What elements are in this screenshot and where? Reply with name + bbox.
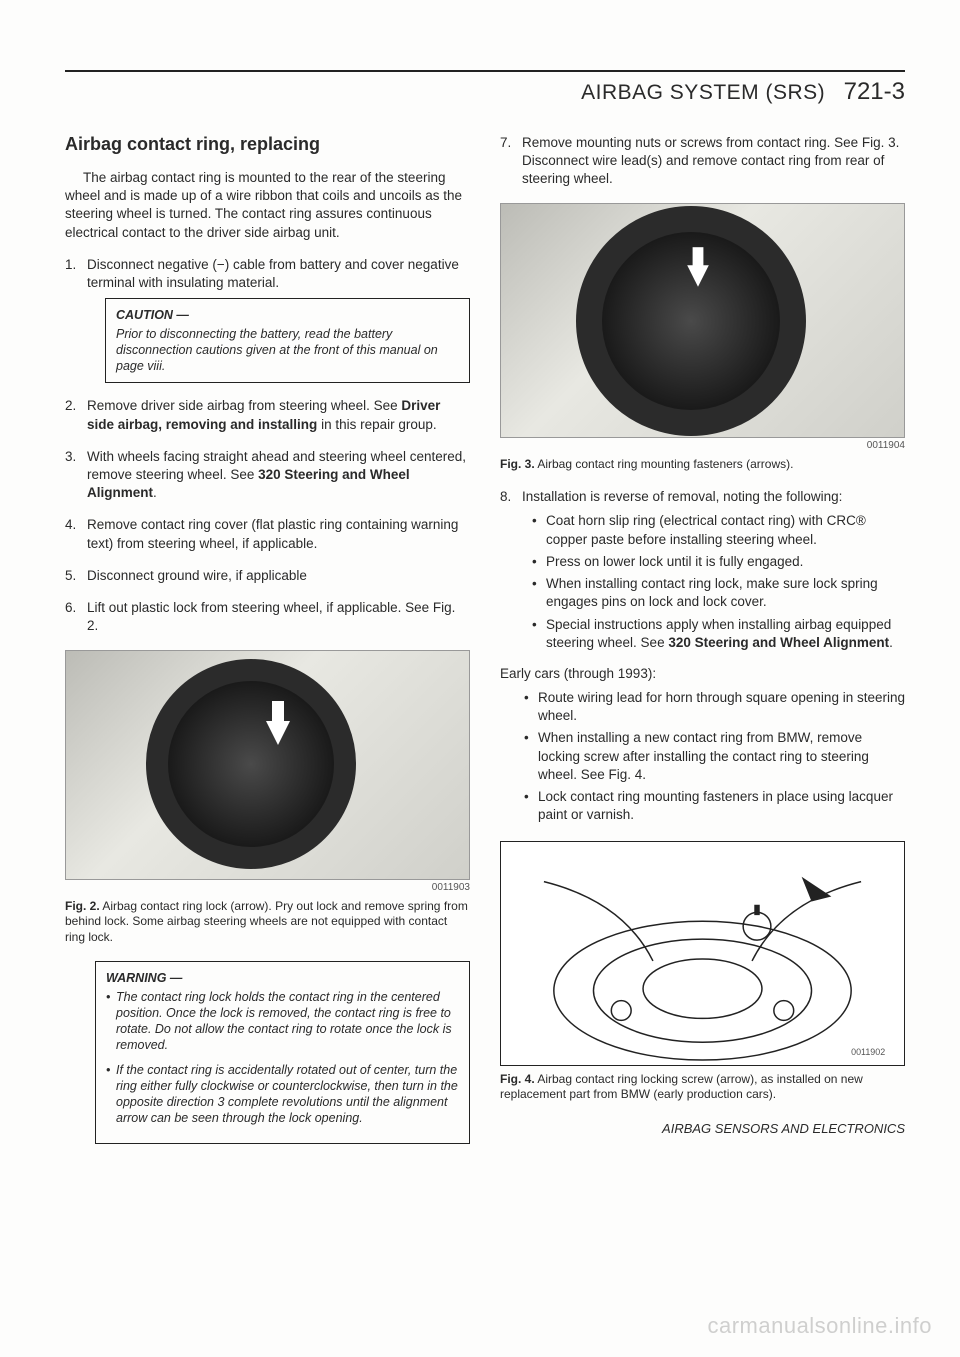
right-column: Remove mounting nuts or screws from cont… [500, 134, 905, 1158]
step-1-text: Disconnect negative (−) cable from batte… [87, 257, 459, 290]
figure-2-label: Fig. 2. [65, 899, 100, 913]
figure-3-number: 0011904 [500, 440, 905, 451]
step-8-bullets: Coat horn slip ring (electrical contact … [536, 512, 905, 652]
section-footer: AIRBAG SENSORS AND ELECTRONICS [500, 1121, 905, 1136]
left-column: Airbag contact ring, replacing The airba… [65, 134, 470, 1158]
figure-4-inset-number: 0011902 [851, 1047, 885, 1057]
early-cars-bullets: Route wiring lead for horn through squar… [528, 689, 905, 825]
caution-body: Prior to disconnecting the battery, read… [116, 326, 459, 375]
figure-2-caption: Fig. 2. Airbag contact ring lock (arrow)… [65, 899, 470, 946]
caution-box: CAUTION — Prior to disconnecting the bat… [105, 298, 470, 383]
page: AIRBAG SYSTEM (SRS) 721-3 Airbag contact… [0, 0, 960, 1198]
step-7-text: Remove mounting nuts or screws from cont… [522, 135, 899, 186]
header-title: AIRBAG SYSTEM (SRS) [581, 81, 825, 104]
step-2-text-a: Remove driver side airbag from steering … [87, 398, 401, 413]
steering-wheel-rear-shape [576, 206, 806, 436]
step-8-bullet-2: Press on lower lock until it is fully en… [536, 553, 905, 571]
early-bullet-1: Route wiring lead for horn through squar… [528, 689, 905, 725]
figure-4-caption-text: Airbag contact ring locking screw (arrow… [500, 1072, 863, 1102]
figure-4: 0011902 [500, 841, 905, 1066]
step-3: With wheels facing straight ahead and st… [83, 448, 470, 503]
step-8-bullet-4b: 320 Steering and Wheel Alignment [668, 635, 889, 650]
arrow-icon [802, 876, 832, 901]
step-5: Disconnect ground wire, if applicable [83, 567, 470, 585]
figure-4-image: 0011902 [500, 841, 905, 1066]
step-8-bullet-4c: . [889, 635, 893, 650]
early-cars-subhead: Early cars (through 1993): [500, 666, 905, 681]
warning-item-2: If the contact ring is accidentally rota… [106, 1062, 459, 1127]
step-4-text: Remove contact ring cover (flat plastic … [87, 517, 458, 550]
step-8-text: Installation is reverse of removal, noti… [522, 489, 842, 504]
header-page-number: 721-3 [844, 78, 905, 105]
warning-title: WARNING — [106, 970, 459, 986]
figure-4-svg: 0011902 [501, 842, 904, 1065]
procedure-steps: Disconnect negative (−) cable from batte… [83, 256, 470, 636]
step-1: Disconnect negative (−) cable from batte… [83, 256, 470, 383]
step-6: Lift out plastic lock from steering whee… [83, 599, 470, 635]
figure-3-caption-text: Airbag contact ring mounting fasteners (… [537, 457, 793, 471]
figure-2-number: 0011903 [65, 882, 470, 893]
step-2-text-c: in this repair group. [317, 417, 436, 432]
watermark: carmanualsonline.info [707, 1313, 932, 1339]
step-5-text: Disconnect ground wire, if applicable [87, 568, 307, 583]
figure-4-label: Fig. 4. [500, 1072, 535, 1086]
step-4: Remove contact ring cover (flat plastic … [83, 516, 470, 552]
caution-title: CAUTION — [116, 307, 459, 323]
two-column-layout: Airbag contact ring, replacing The airba… [65, 134, 905, 1158]
warning-list: The contact ring lock holds the contact … [106, 989, 459, 1127]
early-bullet-3: Lock contact ring mounting fasteners in … [528, 788, 905, 824]
figure-3: 0011904 [500, 203, 905, 451]
early-bullet-2: When installing a new contact ring from … [528, 729, 905, 784]
figure-3-image [500, 203, 905, 438]
figure-2: 0011903 [65, 650, 470, 893]
steering-wheel-shape [146, 659, 356, 869]
warning-box: WARNING — The contact ring lock holds th… [95, 961, 470, 1143]
header-rule [65, 70, 905, 72]
intro-paragraph: The airbag contact ring is mounted to th… [65, 169, 470, 242]
arrow-icon [266, 721, 290, 745]
figure-3-label: Fig. 3. [500, 457, 535, 471]
figure-3-caption: Fig. 3. Airbag contact ring mounting fas… [500, 457, 905, 473]
procedure-steps-continued: Remove mounting nuts or screws from cont… [518, 134, 905, 189]
step-3-text-c: . [153, 485, 157, 500]
step-8-bullet-4: Special instructions apply when installi… [536, 616, 905, 652]
step-8-bullet-3: When installing contact ring lock, make … [536, 575, 905, 611]
step-7: Remove mounting nuts or screws from cont… [518, 134, 905, 189]
step-6-text: Lift out plastic lock from steering whee… [87, 600, 455, 633]
procedure-steps-8: Installation is reverse of removal, noti… [518, 488, 905, 652]
figure-4-caption: Fig. 4. Airbag contact ring locking scre… [500, 1072, 905, 1103]
arrow-icon [687, 265, 709, 287]
page-header: AIRBAG SYSTEM (SRS) 721-3 [65, 78, 905, 106]
step-2: Remove driver side airbag from steering … [83, 397, 470, 433]
figure-2-caption-text: Airbag contact ring lock (arrow). Pry ou… [65, 899, 468, 944]
section-title: Airbag contact ring, replacing [65, 134, 470, 155]
warning-item-1: The contact ring lock holds the contact … [106, 989, 459, 1054]
step-8-bullet-1: Coat horn slip ring (electrical contact … [536, 512, 905, 548]
step-8: Installation is reverse of removal, noti… [518, 488, 905, 652]
figure-2-image [65, 650, 470, 880]
